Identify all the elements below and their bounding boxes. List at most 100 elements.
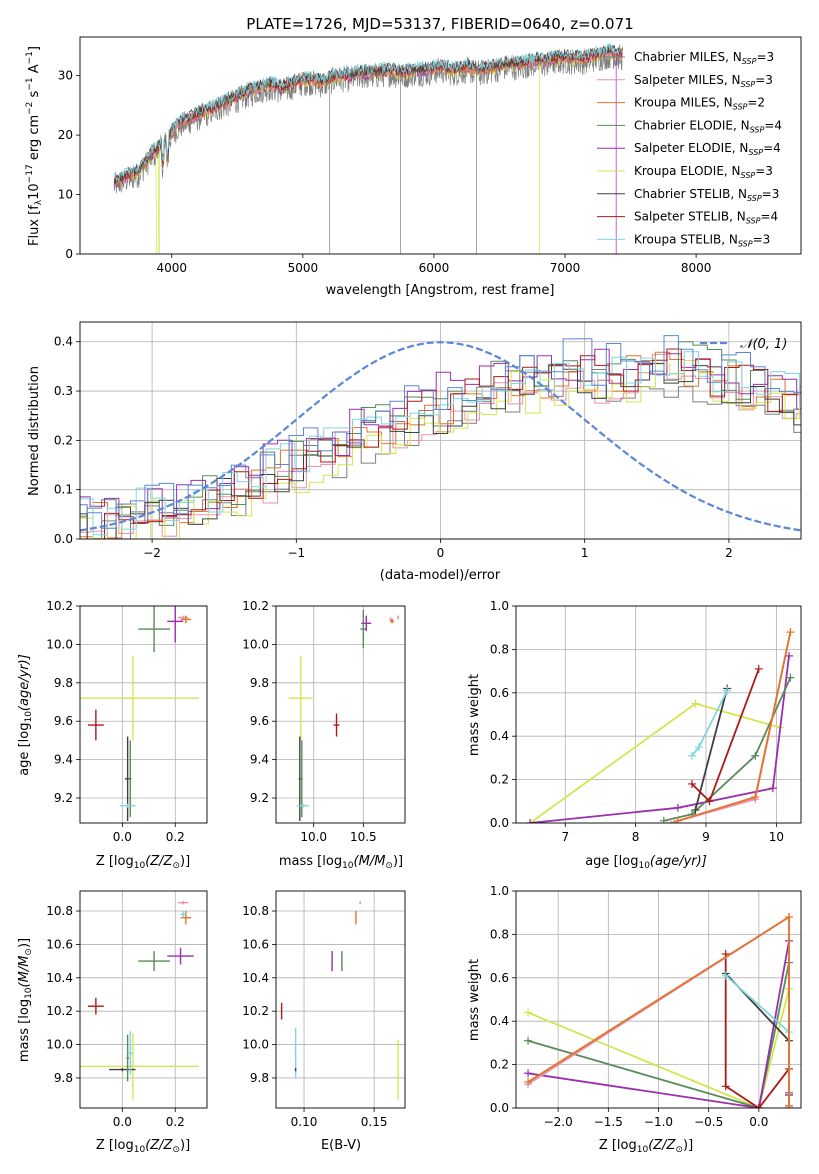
axes-frame <box>515 605 802 824</box>
legend-label-chab_elodie: Chabrier ELODIE, NSSP=4 <box>634 118 782 134</box>
spectrum-ylabel: Flux [fλ10−17 erg cm−2 s−1 A−1] <box>25 46 44 246</box>
x-tick-label: 6000 <box>419 261 450 275</box>
y-tick-label: 10.8 <box>46 904 73 918</box>
age-vs-mass-point-krou_stelib <box>296 803 309 808</box>
y-tick-label: 9.4 <box>54 753 73 767</box>
y-tick-label: 0.6 <box>490 686 509 700</box>
weight-vs-age-marker <box>673 816 682 823</box>
legend-label-salp_miles: Salpeter MILES, NSSP=3 <box>634 73 773 89</box>
y-tick-label: 10.2 <box>242 599 269 613</box>
weight-vs-age-marker <box>751 751 760 760</box>
spectrum-line-chab_miles <box>113 43 623 194</box>
age-vs-mass-point-salp_stelib <box>333 713 340 737</box>
y-tick-label: 10 <box>58 188 73 202</box>
histogram-chab_stelib <box>80 362 801 539</box>
x-tick-label: 0.0 <box>113 1115 132 1129</box>
age-vs-mass-point-salp_elodie <box>361 615 372 631</box>
axes-frame <box>275 605 406 824</box>
mass-vs-z-point-chab_stelib <box>109 1067 136 1072</box>
y-tick-label: 9.6 <box>250 714 269 728</box>
legend-label-chab_miles: Chabrier MILES, NSSP=3 <box>634 50 774 66</box>
weight-vs-age-marker <box>691 699 700 708</box>
weight-vs-age-marker <box>526 819 535 823</box>
weight-vs-age-marker <box>673 803 682 812</box>
weight-vs-age-line-krou_stelib <box>691 690 728 757</box>
y-tick-label: 0 <box>65 247 73 261</box>
age-vs-mass-point-salp_miles <box>397 615 400 620</box>
y-tick-label: 0.4 <box>490 729 509 743</box>
weight-vs-z-ylabel: mass weight <box>467 959 482 1041</box>
y-tick-label: 9.8 <box>54 676 73 690</box>
y-tick-label: 1.0 <box>490 599 509 613</box>
weight-vs-age-marker <box>785 651 794 660</box>
x-tick-label: 8000 <box>681 261 712 275</box>
y-tick-label: 0.2 <box>490 773 509 787</box>
x-tick-label: 2 <box>725 546 733 560</box>
x-tick-label: 0.2 <box>166 1115 185 1129</box>
weight-vs-age-line-krou_elodie <box>529 702 781 823</box>
age-vs-mass-point-chab_elodie <box>300 740 303 818</box>
mass-vs-z-xlabel: Z [log10(Z/Z⊙)] <box>96 1138 190 1155</box>
y-tick-label: 0.4 <box>490 1014 509 1028</box>
spectrum-xlabel: wavelength [Angstrom, rest frame] <box>326 283 555 298</box>
weight-vs-age-line-salp_elodie <box>530 655 790 823</box>
x-tick-label: 10.5 <box>350 830 377 844</box>
y-tick-label: 10.0 <box>242 1038 269 1052</box>
x-tick-label: −0.5 <box>694 1115 723 1129</box>
y-tick-label: 9.8 <box>250 676 269 690</box>
x-tick-label: 0.2 <box>166 830 185 844</box>
x-tick-label: 0.0 <box>113 830 132 844</box>
spectrum-line-chab_stelib <box>113 44 623 185</box>
y-tick-label: 10.0 <box>242 637 269 651</box>
y-tick-label: 10.6 <box>46 937 73 951</box>
age-vs-z-xlabel: Z [log10(Z/Z⊙)] <box>96 854 190 871</box>
weight-vs-z-marker <box>524 1036 533 1045</box>
weight-vs-age-marker <box>786 628 795 637</box>
spectrum-line-salp_miles <box>113 48 623 187</box>
weight-vs-age-marker <box>754 664 763 673</box>
y-tick-label: 0.8 <box>490 927 509 941</box>
legend-label-salp_stelib: Salpeter STELIB, NSSP=4 <box>634 210 778 226</box>
y-tick-label: 9.2 <box>250 791 269 805</box>
histogram-krou_miles <box>80 351 801 539</box>
weight-vs-z-marker <box>721 1082 730 1091</box>
histogram-steps <box>80 335 801 539</box>
weight-vs-age-marker <box>751 792 760 801</box>
age-vs-mass-point-krou_elodie <box>288 655 313 741</box>
y-tick-label: 10.4 <box>242 971 269 985</box>
weight-vs-age-marker <box>687 779 696 788</box>
x-tick-label: 0.0 <box>749 1115 768 1129</box>
mass-vs-ebv-points <box>280 901 399 1100</box>
y-tick-label: 10.2 <box>46 599 73 613</box>
weight-vs-age-marker <box>705 797 714 806</box>
axes-frame <box>79 36 802 255</box>
weight-vs-z-marker <box>784 913 793 922</box>
age-vs-z-point-salp_elodie <box>167 606 184 643</box>
age-vs-mass-panel: 10.0 10.5 9.2 9.4 9.6 9.8 10.0 10.2 mass [log10… <box>242 599 406 871</box>
weight-vs-z-marker <box>524 1069 533 1078</box>
mass-vs-z-point-salp_stelib <box>87 997 104 1015</box>
y-tick-label: 9.4 <box>250 753 269 767</box>
age-vs-z-points <box>80 606 200 822</box>
weight-vs-age-panel: 7 8 9 10 0.0 0.2 0.4 0.6 0.8 1.0 age [log10(age/y… <box>467 599 802 871</box>
axes-frame <box>275 890 406 1109</box>
y-tick-label: 9.2 <box>54 791 73 805</box>
x-tick-label: 5000 <box>288 261 319 275</box>
mass-vs-z-point-krou_elodie <box>80 1032 200 1100</box>
mass-vs-ebv-xlabel: E(B-V) <box>321 1138 361 1153</box>
y-tick-label: 0.2 <box>54 433 73 447</box>
weight-vs-age-marker <box>768 784 777 793</box>
mass-vs-z-point-chab_elodie <box>138 951 170 972</box>
weight-vs-age-marker <box>691 805 700 814</box>
age-vs-z-point-krou_stelib <box>119 803 136 808</box>
legend-label-krou_miles: Kroupa MILES, NSSP=2 <box>634 96 765 112</box>
weight-vs-age-marker <box>659 816 668 823</box>
mass-vs-z-panel: 0.0 0.2 9.8 10.0 10.2 10.4 10.6 10.8 Z [log10(Z… <box>17 890 208 1155</box>
weight-vs-z-series <box>524 913 793 1108</box>
x-tick-label: 7000 <box>550 261 581 275</box>
x-tick-label: 1 <box>581 546 589 560</box>
axes-frame <box>79 605 208 824</box>
x-tick-label: 4000 <box>156 261 187 275</box>
y-tick-label: 10.0 <box>46 1038 73 1052</box>
